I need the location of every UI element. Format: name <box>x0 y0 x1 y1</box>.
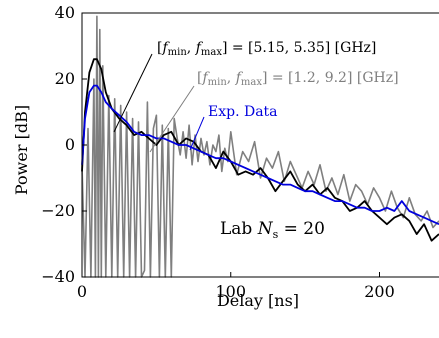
y-tick-label: −40 <box>41 267 75 286</box>
x-tick-label: 200 <box>364 282 395 301</box>
y-tick-label: 40 <box>55 3 75 22</box>
wideband-series-line <box>81 15 439 278</box>
lab-ns-annotation: Lab Ns = 20 <box>220 219 325 241</box>
wide-band-annotation: [fmin, fmax] = [1.2, 9.2] [GHz] <box>197 70 399 88</box>
tick-layer: 0 100 200 −40 −20 0 20 40 <box>41 3 395 301</box>
exp-data-annotation: Exp. Data <box>208 104 278 120</box>
y-tick-label: 20 <box>55 69 75 88</box>
x-axis-label: Delay [ns] <box>217 291 299 310</box>
exp-data-series-line <box>81 84 439 226</box>
narrowband-series-line <box>81 58 439 242</box>
y-tick-label: 0 <box>65 135 75 154</box>
annotation-layer: [fmin, fmax] = [5.15, 5.35] [GHz] [fmin,… <box>113 40 399 241</box>
x-tick-label: 100 <box>215 282 246 301</box>
narrow-band-annotation: [fmin, fmax] = [5.15, 5.35] [GHz] <box>157 40 376 58</box>
wide-leader-line <box>149 85 195 153</box>
y-axis-label: Power [dB] <box>12 105 31 195</box>
y-tick-label: −20 <box>41 201 75 220</box>
exp-leader-line <box>189 116 205 151</box>
x-tick-label: 0 <box>77 282 87 301</box>
series-layer <box>81 15 439 278</box>
narrow-leader-line <box>113 53 153 133</box>
